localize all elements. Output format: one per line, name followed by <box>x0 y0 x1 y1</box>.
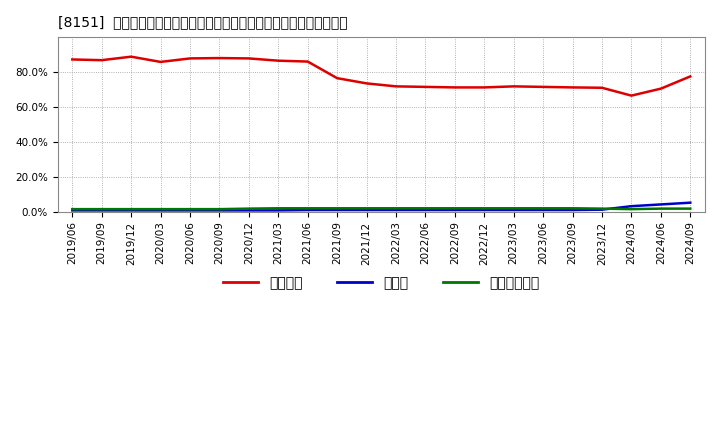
Text: [8151]  自己資本、のれん、繰延税金資産の総資産に対する比率の推移: [8151] 自己資本、のれん、繰延税金資産の総資産に対する比率の推移 <box>58 15 347 29</box>
Legend: 自己資本, のれん, 繰延税金資産: 自己資本, のれん, 繰延税金資産 <box>218 271 545 296</box>
